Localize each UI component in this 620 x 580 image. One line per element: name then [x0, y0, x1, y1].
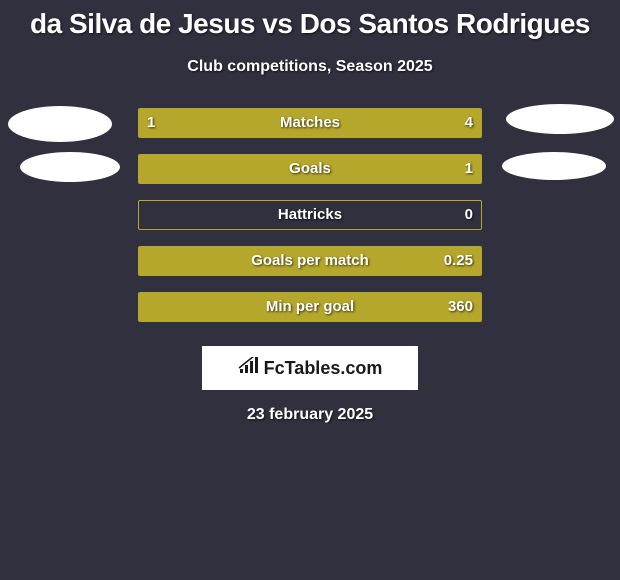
chart-icon	[238, 357, 260, 380]
bar-value-right: 1	[465, 160, 473, 177]
bar-value-left: 1	[147, 114, 155, 131]
subtitle: Club competitions, Season 2025	[0, 58, 620, 76]
brand-box[interactable]: FcTables.com	[202, 346, 418, 390]
bar-value-right: 0	[465, 206, 473, 223]
stat-row: Goals per match0.25	[0, 246, 620, 292]
bar-value-right: 0.25	[444, 252, 473, 269]
bar-label: Hattricks	[139, 206, 481, 223]
chart-area: Matches14Goals1Hattricks0Goals per match…	[0, 108, 620, 338]
bar-value-right: 360	[448, 298, 473, 315]
bar-track: Hattricks0	[138, 200, 482, 230]
stat-row: Hattricks0	[0, 200, 620, 246]
bar-fill-right	[139, 247, 481, 275]
bar-fill-right	[207, 109, 481, 137]
stat-row: Matches14	[0, 108, 620, 154]
bar-fill-right	[139, 155, 481, 183]
brand-text: FcTables.com	[264, 358, 383, 379]
brand-label: FcTables.com	[238, 357, 383, 380]
bar-value-right: 4	[465, 114, 473, 131]
bar-fill-right	[139, 293, 481, 321]
bar-track: Goals per match0.25	[138, 246, 482, 276]
comparison-widget: da Silva de Jesus vs Dos Santos Rodrigue…	[0, 0, 620, 424]
bar-track: Min per goal360	[138, 292, 482, 322]
page-title: da Silva de Jesus vs Dos Santos Rodrigue…	[0, 0, 620, 40]
stat-row: Min per goal360	[0, 292, 620, 338]
stat-row: Goals1	[0, 154, 620, 200]
bar-track: Goals1	[138, 154, 482, 184]
bar-track: Matches14	[138, 108, 482, 138]
date-line: 23 february 2025	[0, 406, 620, 424]
